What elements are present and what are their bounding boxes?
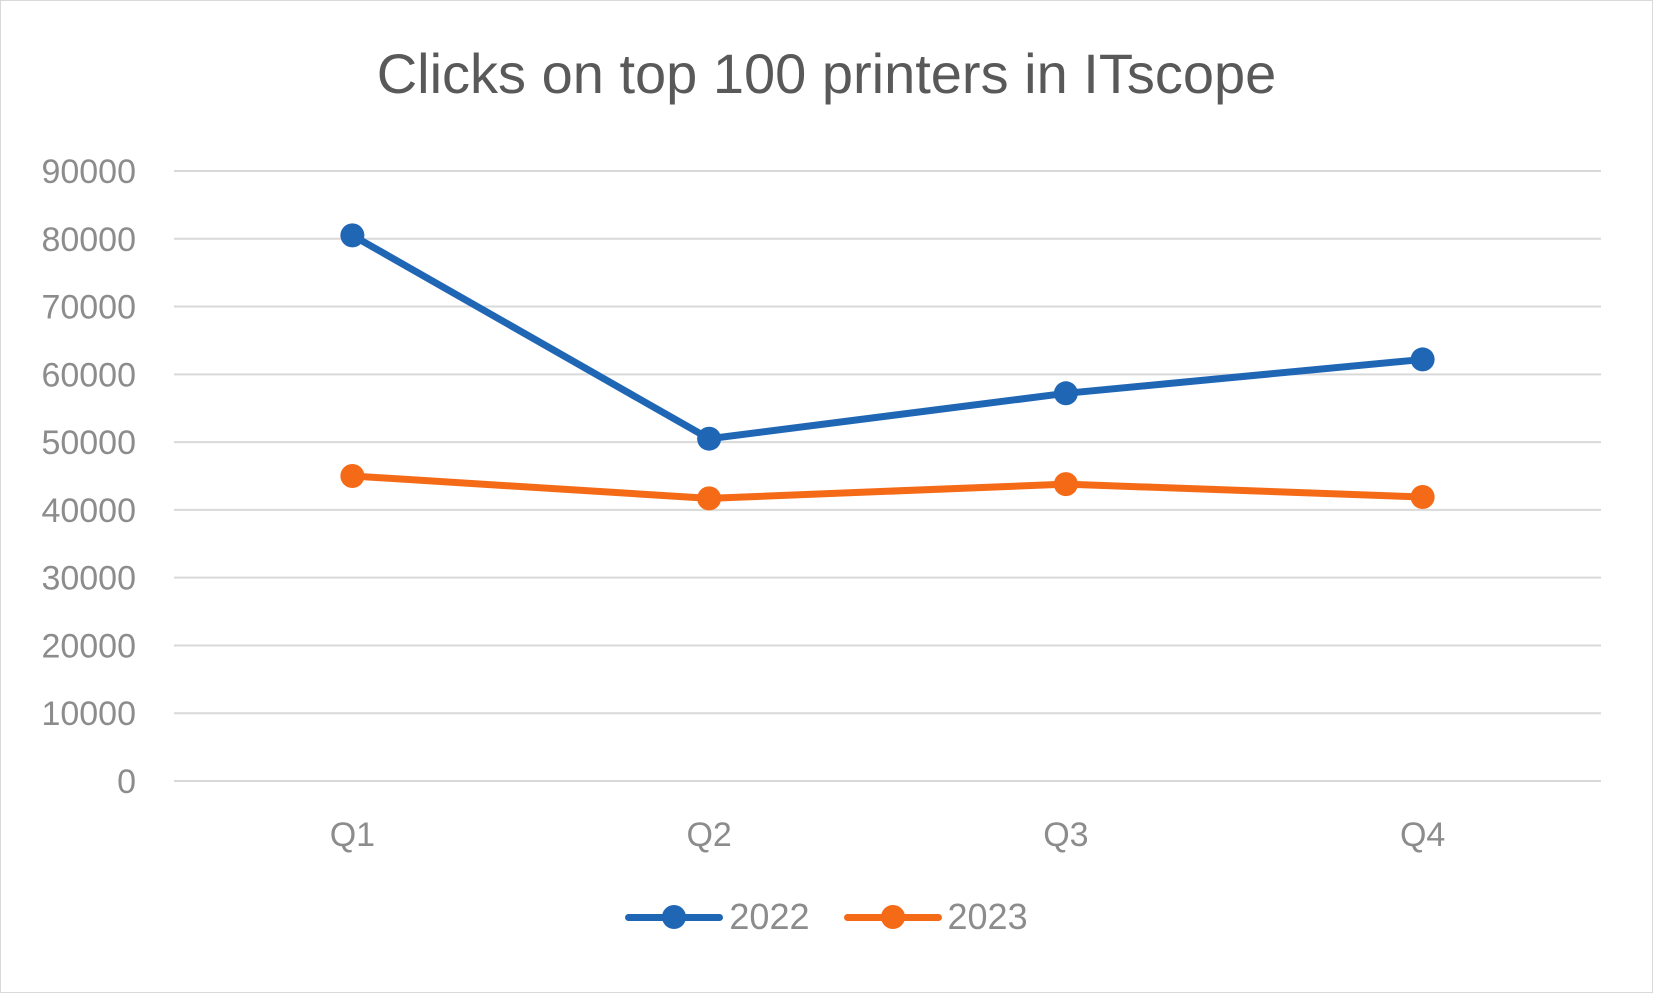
y-tick-label: 90000 xyxy=(41,153,136,191)
y-tick-label: 10000 xyxy=(41,695,136,733)
data-point-2022-Q3[interactable] xyxy=(1053,381,1078,406)
legend-item-2023[interactable]: 2023 xyxy=(843,896,1028,938)
legend: 2022 2023 xyxy=(1,896,1652,938)
x-tick-label: Q4 xyxy=(1400,816,1445,854)
data-point-2022-Q1[interactable] xyxy=(340,223,365,248)
x-tick-label: Q3 xyxy=(1043,816,1088,854)
data-point-2023-Q2[interactable] xyxy=(697,486,722,511)
y-tick-label: 80000 xyxy=(41,221,136,259)
y-tick-label: 40000 xyxy=(41,492,136,530)
data-point-2023-Q4[interactable] xyxy=(1410,485,1435,510)
series-line-2022 xyxy=(348,231,1427,443)
data-point-2023-Q3[interactable] xyxy=(1053,472,1078,497)
series-line-2023 xyxy=(348,472,1427,502)
y-tick-label: 0 xyxy=(117,763,136,801)
legend-item-2022[interactable]: 2022 xyxy=(625,896,810,938)
legend-swatch-2023 xyxy=(843,902,942,932)
x-tick-label: Q1 xyxy=(330,816,375,854)
legend-label-2023: 2023 xyxy=(947,896,1028,937)
legend-swatch-2022 xyxy=(625,902,724,932)
y-tick-label: 70000 xyxy=(41,289,136,327)
data-point-2023-Q1[interactable] xyxy=(340,464,365,488)
legend-label-2022: 2022 xyxy=(729,896,810,937)
y-tick-label: 60000 xyxy=(41,356,136,394)
chart-title: Clicks on top 100 printers in ITscope xyxy=(376,42,1277,105)
data-point-2022-Q2[interactable] xyxy=(697,426,722,451)
y-tick-label: 30000 xyxy=(41,560,136,598)
y-tick-label: 50000 xyxy=(41,424,136,462)
y-tick-label: 20000 xyxy=(41,627,136,665)
x-tick-label: Q2 xyxy=(686,816,731,854)
data-point-2022-Q4[interactable] xyxy=(1410,347,1435,372)
